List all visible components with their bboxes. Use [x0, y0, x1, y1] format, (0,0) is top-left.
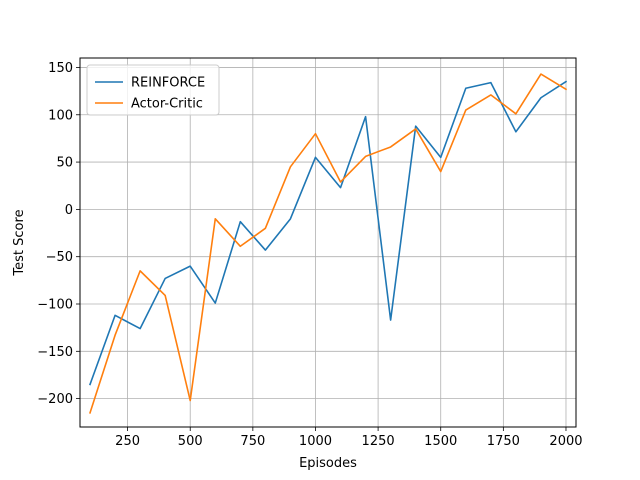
series-line-reinforce — [88, 80, 568, 386]
series-line-actor-critic — [89, 73, 568, 414]
x-tick-label: 500 — [178, 434, 203, 449]
y-tick-label: 0 — [65, 203, 73, 218]
x-tick-label: 750 — [240, 434, 265, 449]
x-axis-label: Episodes — [299, 456, 357, 471]
y-axis-label: Test Score — [12, 209, 27, 276]
x-tick-label: 2000 — [549, 434, 582, 449]
x-tick-label: 1750 — [487, 434, 520, 449]
x-tick-label: 1000 — [299, 434, 332, 449]
y-tick-label: −50 — [46, 250, 73, 265]
y-tick-label: 150 — [48, 61, 73, 76]
legend: REINFORCE Actor-Critic — [86, 64, 220, 116]
legend-entry-label: REINFORCE — [131, 76, 205, 91]
x-tick-label: 1250 — [362, 434, 395, 449]
y-tick-label: −100 — [37, 298, 73, 313]
x-tick-label: 1500 — [424, 434, 457, 449]
legend-entry-label: Actor-Critic — [131, 97, 203, 112]
y-axis-ticks: −200 −150 −100 −50 0 50 100 150 — [37, 61, 80, 407]
y-tick-label: −200 — [37, 392, 73, 407]
y-tick-label: −150 — [37, 345, 73, 360]
y-tick-label: 100 — [48, 108, 73, 123]
grid-lines — [80, 58, 576, 427]
y-tick-label: 50 — [56, 156, 73, 171]
series-lines — [88, 73, 568, 414]
x-tick-label: 250 — [115, 434, 140, 449]
plot-frame — [79, 57, 577, 428]
x-axis-ticks: 250 500 750 1000 1250 1500 1750 2000 — [115, 427, 583, 449]
